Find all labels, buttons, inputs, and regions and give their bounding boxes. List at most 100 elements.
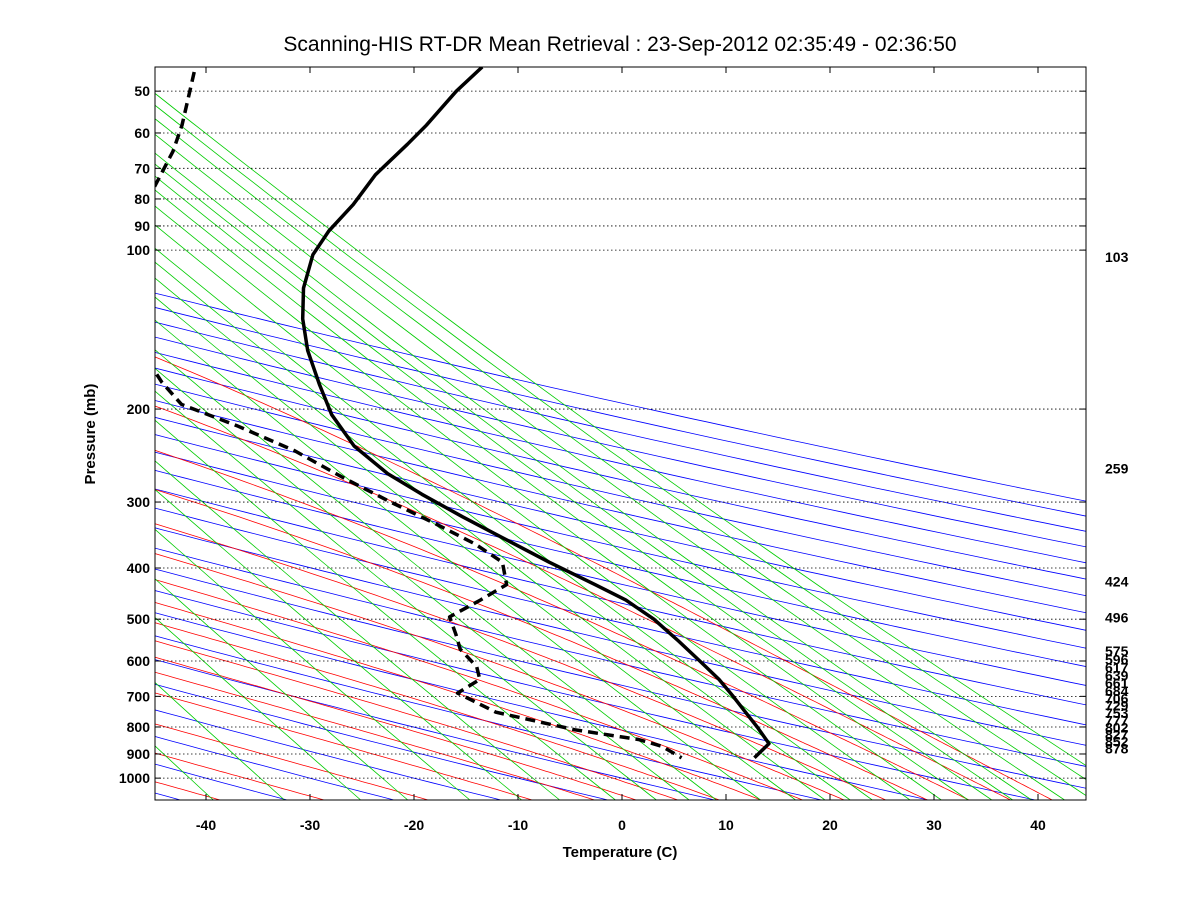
y-tick-label: 200 [127, 401, 151, 417]
mixing-ratio-line [155, 118, 1086, 797]
moist-adiabat [155, 356, 1053, 800]
moist-adiabat [155, 523, 886, 800]
temperature-profile [300, 67, 771, 760]
y-tick-label: 800 [127, 719, 151, 735]
dry-adiabat [155, 416, 1086, 631]
mixing-ratio-line [155, 419, 616, 800]
moist-adiabat [155, 671, 595, 800]
moist-adiabat [155, 723, 429, 800]
y-tick-label: 80 [134, 191, 150, 207]
moist-adiabat [155, 692, 533, 800]
mixing-ratio-line [155, 104, 1086, 781]
dry-adiabat [155, 568, 1086, 789]
x-axis-label: Temperature (C) [563, 844, 678, 861]
right-label: 729 [1105, 698, 1129, 714]
mixing-ratio-line [155, 616, 361, 800]
moist-adiabat [155, 405, 1011, 800]
y-tick-label: 90 [134, 218, 150, 234]
mixing-ratio-line [155, 319, 761, 800]
plot-frame [154, 66, 1087, 801]
x-tick-label: 30 [926, 817, 942, 833]
right-label: 496 [1105, 609, 1129, 625]
dry-adiabat [155, 336, 1086, 548]
mixing-ratio-line [155, 578, 409, 800]
y-tick-label: 600 [127, 653, 151, 669]
dry-adiabat [155, 590, 1036, 800]
mixing-ratio-line [155, 133, 1065, 800]
moist-adiabat [155, 579, 803, 800]
moist-adiabat [155, 489, 928, 800]
right-label: 827 [1105, 727, 1129, 743]
mixing-ratio-line [155, 163, 1013, 800]
y-tick-label: 400 [127, 560, 151, 576]
sounding-profiles [155, 67, 771, 760]
right-label: 617 [1105, 659, 1129, 675]
moist-adiabat [155, 622, 720, 800]
moist-adiabat [155, 449, 970, 800]
right-label: 424 [1105, 573, 1129, 589]
mixing-ratio-line [155, 390, 657, 800]
dry-adiabat [155, 469, 1086, 686]
mixing-ratio-line [155, 152, 1032, 800]
right-label: 684 [1105, 683, 1129, 699]
mixing-ratio-line [155, 224, 911, 800]
right-label: 596 [1105, 651, 1129, 667]
moist-adiabat [155, 656, 637, 800]
dry-adiabat [155, 292, 1086, 502]
mixing-ratio-line [155, 205, 942, 800]
right-label: 852 [1105, 733, 1129, 749]
x-tick-label: -20 [404, 817, 424, 833]
dry-adiabat [155, 527, 1086, 746]
mixing-ratio-line [155, 247, 873, 800]
y-tick-label: 100 [127, 242, 151, 258]
right-labels: 103 259 424 496 5755966176396616847067297537… [1105, 249, 1129, 756]
dry-adiabat [155, 307, 1086, 517]
dry-adiabat [155, 488, 1086, 706]
chart-title: Scanning-HIS RT-DR Mean Retrieval : 23-S… [283, 33, 956, 56]
y-tick-label: 60 [134, 125, 150, 141]
moist-adiabat [155, 602, 762, 800]
y-tick-label: 70 [134, 160, 150, 176]
right-label: 103 [1105, 249, 1129, 265]
mixing-ratio-line [155, 175, 993, 800]
x-tick-label: 40 [1030, 817, 1046, 833]
dry-adiabat [155, 400, 1086, 614]
y-tick-label: 300 [127, 494, 151, 510]
y-tick-label: 700 [127, 688, 151, 704]
right-label: 706 [1105, 690, 1129, 706]
x-tick-label: 20 [822, 817, 838, 833]
x-tick-label: -10 [508, 817, 528, 833]
mixing-ratio-line [155, 528, 471, 800]
y-axis-ticks: 50 60 70 80 90 100 200 300 400 500 600 700 800 900 100… [119, 83, 1086, 786]
y-axis-label: Pressure (mb) [82, 384, 99, 485]
right-label: 639 [1105, 667, 1129, 683]
dry-adiabat [155, 367, 1086, 580]
moist-adiabat [155, 752, 325, 800]
mixing-ratio-line [155, 189, 969, 800]
y-tick-label: 50 [134, 83, 150, 99]
x-axis-ticks: -40 -30 -20 -10 0 10 20 30 40 [196, 67, 1046, 833]
y-tick-label: 900 [127, 746, 151, 762]
x-tick-label: 10 [718, 817, 734, 833]
x-tick-label: 0 [618, 817, 626, 833]
mixing-ratio-line [155, 92, 1086, 767]
pressure-gridlines [155, 90, 1086, 779]
mixing-ratio-line [155, 261, 851, 800]
dry-adiabat [155, 507, 1086, 726]
right-label: 878 [1105, 740, 1129, 756]
mixing-ratio-line [155, 489, 522, 800]
moist-adiabat [155, 553, 845, 800]
moist-adiabat [155, 640, 678, 800]
right-label: 259 [1105, 460, 1129, 476]
y-tick-label: 1000 [119, 770, 150, 786]
right-label: 753 [1105, 705, 1129, 721]
y-tick-label: 500 [127, 611, 151, 627]
mixing-ratio-line [155, 460, 560, 800]
mixing-ratio-line [155, 367, 690, 800]
right-label: 802 [1105, 720, 1129, 736]
right-label: 777 [1105, 712, 1129, 728]
dry-adiabat [155, 612, 929, 800]
dry-adiabat [155, 635, 822, 800]
